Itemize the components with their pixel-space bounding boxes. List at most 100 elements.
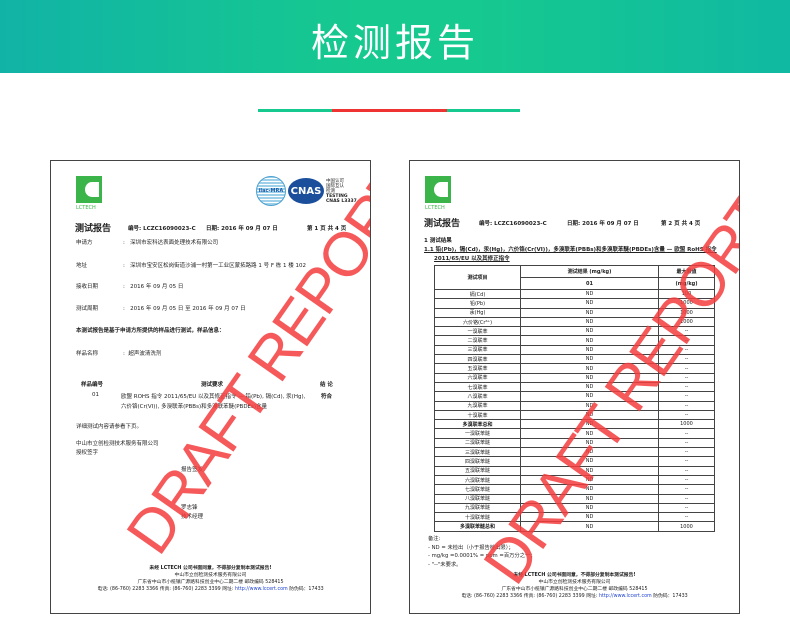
cell-result: ND — [520, 381, 659, 393]
sample-label: 样品名称 — [76, 351, 99, 357]
table-row: 六溴联苯 ND -- — [434, 372, 715, 383]
table-row: 九溴联苯醚 ND -- — [434, 502, 715, 514]
cell-result: ND — [520, 465, 659, 476]
cell-result: ND — [520, 474, 659, 486]
results-table: 测试项目 测试结果 (mg/kg) 最大限值 01 (mg/kg) 镉(Cd) N… — [434, 265, 715, 532]
cell-item: 五溴联苯醚 — [434, 465, 521, 476]
header-item: 测试项目 — [434, 265, 521, 290]
cell-limit: -- — [658, 502, 715, 514]
report-number: 编号: LCZC16090023-C — [479, 221, 547, 227]
report-page-2[interactable]: LCTECH 测试报告 编号: LCZC16090023-C 日期: 2016 … — [409, 160, 740, 614]
cell-result: ND — [520, 326, 659, 337]
cell-item: 五溴联苯 — [434, 363, 521, 374]
signer-name: 罗志锋 — [181, 505, 198, 511]
cell-result: ND — [520, 447, 659, 458]
cell-item: 八溴联苯醚 — [434, 493, 521, 504]
cell-limit: -- — [658, 381, 715, 393]
cell-item: 一溴联苯醚 — [434, 428, 521, 439]
cell-limit: 1000 — [658, 316, 715, 328]
subsection-heading-2: 2011/65/EU 以及其修正指令 — [434, 256, 510, 262]
detail-text: 详细测试内容请参看下页。 — [76, 424, 143, 430]
cell-limit: -- — [658, 400, 715, 411]
company-name: 中山市立创检测技术服务有限公司 — [76, 441, 159, 447]
col-result: 结 论 — [320, 382, 333, 388]
table-row: 汞(Hg) ND 1000 — [434, 307, 715, 318]
cell-result: ND — [520, 307, 659, 318]
row-number: 01 — [92, 392, 99, 398]
footer: 未经 LCTECH 公司书面同意，不得部分复制本测试报告! 中山市立创检测技术服务… — [97, 566, 324, 592]
cell-result: ND — [520, 372, 659, 383]
table-row: 九溴联苯 ND -- — [434, 400, 715, 411]
draft-watermark: DRAFT REPORT — [113, 160, 371, 567]
field-value: : 深圳市宝安区松岗街道沙浦一村第一工业区蒙拓路路 1 号 F 栋 1 楼 10… — [123, 263, 307, 269]
table-row: 镉(Cd) ND 100 — [434, 288, 715, 300]
cell-limit: -- — [658, 363, 715, 374]
website-link[interactable]: http://www.lccert.com — [598, 594, 652, 599]
page-number: 第 2 页 共 4 页 — [661, 221, 701, 227]
cell-limit: -- — [658, 372, 715, 383]
header-sample: 01 — [520, 277, 659, 290]
table-row: 八溴联苯醚 ND -- — [434, 493, 715, 504]
report-date: 日期: 2016 年 09 月 07 日 — [567, 221, 639, 227]
report-date: 日期: 2016 年 09 月 07 日 — [206, 226, 278, 232]
field-value: : 深圳市宏科达表面处理技术有限公司 — [123, 240, 219, 246]
cell-item: 九溴联苯 — [434, 400, 521, 411]
cell-limit: 1000 — [658, 307, 715, 318]
cell-limit: -- — [658, 456, 715, 467]
report-title: 测试报告 — [424, 219, 461, 229]
cell-item: 八溴联苯 — [434, 391, 521, 402]
cell-result: ND — [520, 502, 659, 514]
field-label: 测试周期 — [76, 306, 99, 312]
table-row: 三溴联苯 ND -- — [434, 344, 715, 356]
table-row: 七溴联苯醚 ND -- — [434, 484, 715, 495]
website-link[interactable]: http://www.lccert.com — [234, 587, 288, 592]
header-limit: 最大限值 — [658, 265, 715, 278]
cell-limit: -- — [658, 335, 715, 346]
cell-result: ND — [520, 363, 659, 374]
intro-text: 本测试报告是基于申请方所提供的样品进行测试，样品信息： — [76, 328, 225, 334]
cell-item: 二溴联苯 — [434, 335, 521, 346]
cnas-text: 中国认可 国际互认 检测 TESTING CNAS L3337 — [326, 178, 357, 204]
cell-item: 三溴联苯醚 — [434, 447, 521, 458]
report-page-1[interactable]: LCTECH ilac-MRA CNAS 中国认可 国际互认 检测 TESTING CN… — [50, 160, 371, 614]
cell-limit: -- — [658, 344, 715, 356]
cell-limit: -- — [658, 474, 715, 486]
row-requirement: 欧盟 ROHS 指令 2011/65/EU 以及其修正指令 — 铅(Pb), 镉… — [121, 394, 306, 400]
section-heading: 1 测试结果 — [424, 238, 452, 244]
issue-label: 报告签发 — [181, 467, 204, 473]
cell-item: 二溴联苯醚 — [434, 437, 521, 449]
lctech-logo: LCTECH — [76, 176, 106, 212]
cell-limit: -- — [658, 437, 715, 449]
cell-limit: -- — [658, 354, 715, 365]
table-row: 十溴联苯醚 ND -- — [434, 512, 715, 523]
report-title: 测试报告 — [75, 224, 112, 234]
table-row: 多溴联苯醚总和 ND 1000 — [434, 521, 715, 532]
cell-result: ND — [520, 484, 659, 495]
notes: 备注: - ND = 未检出（小于报告检出限）； - mg/kg =0.0001% … — [428, 536, 536, 568]
field-value: : 2016 年 09 月 05 日 — [123, 284, 184, 290]
row-requirement-2: 六价铬(Cr(VI)), 多溴联苯(PBBs)和多溴联苯醚(PBDEs)含量 — [121, 404, 268, 410]
table-row: 五溴联苯醚 ND -- — [434, 465, 715, 476]
cell-limit: -- — [658, 484, 715, 495]
cell-item: 镉(Cd) — [434, 288, 521, 300]
cell-result: ND — [520, 288, 659, 300]
field-label: 申请方 — [76, 240, 93, 246]
cell-result: ND — [520, 298, 659, 309]
col-requirement: 测试要求 — [201, 382, 224, 388]
cell-item: 十溴联苯 — [434, 409, 521, 421]
table-row: 铅(Pb) ND 1000 — [434, 298, 715, 309]
cell-item: 九溴联苯醚 — [434, 502, 521, 514]
cell-result: ND — [520, 391, 659, 402]
table-row: 四溴联苯 ND -- — [434, 354, 715, 365]
cell-limit: 1000 — [658, 298, 715, 309]
cell-result: ND — [520, 409, 659, 421]
cell-limit: -- — [658, 326, 715, 337]
sample-value: : 超声波清洗剂 — [123, 351, 162, 357]
cell-result: ND — [520, 316, 659, 328]
accreditation-logos: ilac-MRA CNAS 中国认可 国际互认 检测 TESTING CNAS L333… — [256, 176, 357, 206]
table-row: 十溴联苯 ND -- — [434, 409, 715, 421]
lctech-logo: LCTECH — [425, 176, 455, 212]
cell-limit: 1000 — [658, 419, 715, 430]
table-row: 八溴联苯 ND -- — [434, 391, 715, 402]
cell-item: 七溴联苯醚 — [434, 484, 521, 495]
